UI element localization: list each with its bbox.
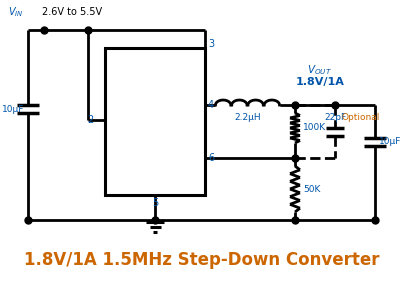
Text: 4: 4 xyxy=(208,100,214,110)
Text: 10µF: 10µF xyxy=(379,137,401,146)
Text: 3: 3 xyxy=(208,39,214,49)
Text: 50K: 50K xyxy=(303,185,321,193)
Text: GND: GND xyxy=(141,178,169,188)
Text: 2: 2 xyxy=(87,115,93,125)
Bar xyxy=(105,48,205,195)
Text: 22pF: 22pF xyxy=(324,113,346,122)
Text: 5: 5 xyxy=(152,198,158,208)
Text: IN: IN xyxy=(148,55,162,65)
Text: SW: SW xyxy=(185,100,205,110)
Text: $V_{IN}$: $V_{IN}$ xyxy=(8,5,23,19)
Text: FB: FB xyxy=(132,153,148,163)
Text: 6: 6 xyxy=(208,153,214,163)
Text: EN: EN xyxy=(132,115,148,125)
Text: 2.6V to 5.5V: 2.6V to 5.5V xyxy=(42,7,102,17)
Text: $V_{OUT}$: $V_{OUT}$ xyxy=(307,63,332,77)
Text: 1.8V/1A 1.5MHz Step-Down Converter: 1.8V/1A 1.5MHz Step-Down Converter xyxy=(24,251,380,269)
Text: 1.8V/1A: 1.8V/1A xyxy=(296,77,345,87)
Text: Optional: Optional xyxy=(342,113,380,122)
Text: 10µF: 10µF xyxy=(2,105,24,113)
Text: 2.2µH: 2.2µH xyxy=(235,113,261,122)
Text: 100K: 100K xyxy=(303,124,326,132)
